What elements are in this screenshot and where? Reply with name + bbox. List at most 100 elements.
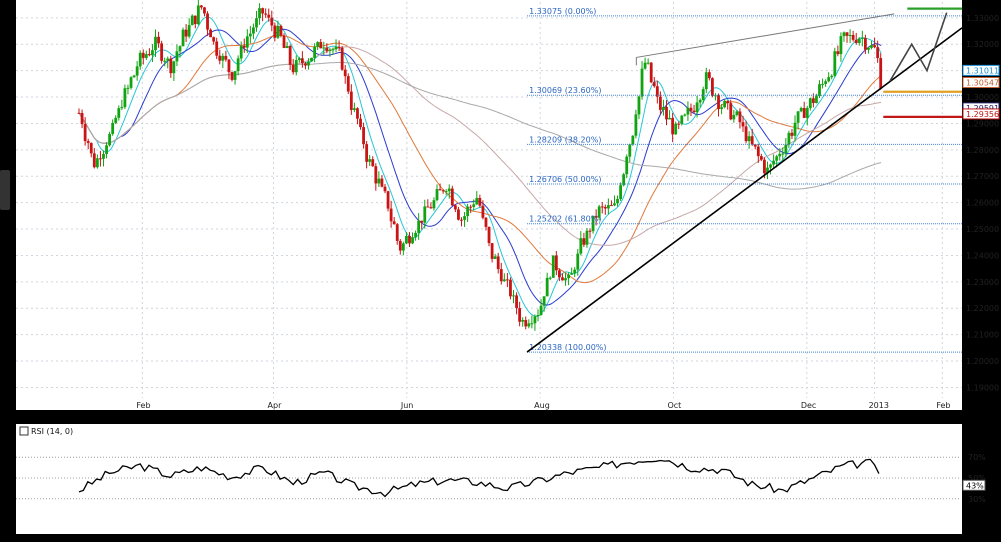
candle-body bbox=[668, 117, 671, 120]
candle-body bbox=[539, 305, 543, 315]
candle-body bbox=[551, 255, 555, 278]
candle-body bbox=[573, 269, 577, 274]
candle-body bbox=[218, 55, 222, 61]
candle-body bbox=[625, 156, 629, 175]
candle-body bbox=[294, 60, 298, 73]
candle-body bbox=[313, 46, 317, 58]
candle-body bbox=[827, 77, 831, 82]
candle-body bbox=[144, 54, 148, 58]
candle-body bbox=[380, 178, 384, 187]
candle-body bbox=[469, 206, 473, 208]
candle-body bbox=[707, 72, 711, 79]
candle-body bbox=[383, 186, 387, 192]
candle-body bbox=[597, 206, 601, 218]
candle-body bbox=[108, 133, 112, 146]
moving-average-45 bbox=[78, 34, 882, 284]
candle-body bbox=[138, 52, 142, 67]
candle-body bbox=[778, 153, 782, 157]
candle-body bbox=[711, 78, 714, 96]
candle-body bbox=[610, 205, 613, 207]
candle-body bbox=[490, 243, 494, 259]
price-tag-box bbox=[962, 64, 1000, 76]
candle-body bbox=[200, 5, 203, 8]
x-tick-label: Dec bbox=[801, 401, 816, 410]
y-tick-label: 1.24000 bbox=[966, 251, 999, 260]
y-tick-label: 1.25000 bbox=[966, 225, 999, 234]
candle-body bbox=[193, 15, 197, 25]
candle-body bbox=[802, 108, 806, 118]
rsi-current-tag bbox=[962, 479, 986, 491]
candle-body bbox=[420, 220, 424, 223]
candle-body bbox=[781, 153, 785, 155]
candle-body bbox=[405, 235, 408, 244]
candle-body bbox=[322, 47, 326, 49]
candle-body bbox=[368, 159, 372, 162]
candle-body bbox=[359, 118, 362, 128]
candle-body bbox=[876, 47, 880, 59]
candle-body bbox=[744, 126, 748, 142]
candle-body bbox=[545, 277, 549, 297]
candle-body bbox=[365, 144, 369, 162]
candle-body bbox=[769, 164, 772, 168]
candle-body bbox=[432, 200, 436, 209]
candle-body bbox=[815, 96, 818, 104]
rsi-collapse-icon bbox=[19, 426, 29, 436]
candle-body bbox=[319, 42, 323, 49]
candle-body bbox=[499, 269, 503, 282]
candle-body bbox=[818, 84, 821, 97]
candle-body bbox=[701, 89, 705, 101]
candle-body bbox=[790, 132, 794, 136]
candle-body bbox=[307, 61, 310, 66]
candle-body bbox=[169, 58, 173, 74]
candle-body bbox=[805, 108, 809, 118]
rsi-title: RSI (14, 0) bbox=[31, 427, 73, 436]
candle-body bbox=[554, 255, 558, 271]
candle-body bbox=[190, 15, 194, 26]
candle-body bbox=[879, 58, 883, 89]
y-tick-label: 1.28000 bbox=[966, 146, 999, 155]
candle-body bbox=[588, 230, 592, 232]
candle-body bbox=[689, 107, 693, 111]
candle-body bbox=[447, 188, 451, 192]
candle-body bbox=[285, 46, 289, 48]
candle-body bbox=[438, 189, 442, 191]
candle-body bbox=[793, 122, 797, 136]
candle-body bbox=[753, 144, 757, 147]
y-tick-label: 1.33000 bbox=[966, 14, 999, 23]
candle-body bbox=[622, 174, 626, 186]
candle-body bbox=[515, 295, 518, 309]
candle-body bbox=[435, 189, 439, 201]
candle-body bbox=[720, 107, 723, 110]
candle-body bbox=[787, 132, 791, 145]
candle-body bbox=[558, 270, 561, 278]
candle-body bbox=[411, 237, 414, 244]
candle-body bbox=[450, 188, 454, 206]
candle-body bbox=[163, 60, 167, 62]
candle-body bbox=[695, 102, 699, 113]
candle-body bbox=[836, 51, 840, 55]
y-tick-label: 1.20000 bbox=[966, 357, 999, 366]
candle-body bbox=[209, 29, 212, 38]
candle-body bbox=[181, 29, 185, 47]
rsi-level-label: 50% bbox=[968, 474, 986, 483]
candle-body bbox=[606, 205, 610, 209]
candle-body bbox=[175, 51, 179, 62]
candle-body bbox=[178, 46, 182, 52]
candle-body bbox=[646, 62, 650, 64]
candle-body bbox=[261, 8, 265, 14]
candle-body bbox=[579, 238, 583, 254]
candle-body bbox=[775, 156, 779, 161]
candle-body bbox=[582, 238, 586, 245]
fibonacci-level-label: 1.26706 (50.00%) bbox=[529, 175, 601, 184]
candle-body bbox=[466, 206, 470, 217]
candle-body bbox=[83, 124, 87, 142]
resistance-trend-line bbox=[636, 13, 895, 58]
x-tick-label: Oct bbox=[667, 401, 681, 410]
candle-body bbox=[460, 219, 463, 221]
candle-body bbox=[264, 13, 268, 15]
candle-body bbox=[867, 47, 870, 50]
candle-body bbox=[386, 191, 390, 209]
candle-body bbox=[763, 159, 766, 174]
rsi-current-label: 43% bbox=[966, 481, 984, 490]
